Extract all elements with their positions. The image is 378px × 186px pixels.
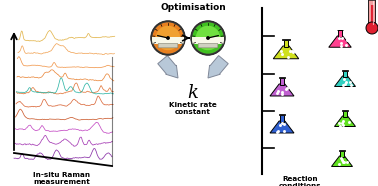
Bar [343, 71, 347, 77]
Bar [192, 37, 224, 44]
Bar [342, 70, 348, 71]
Bar [279, 114, 285, 115]
Polygon shape [273, 46, 299, 59]
Circle shape [207, 37, 209, 39]
Polygon shape [158, 56, 178, 78]
Bar [340, 151, 344, 157]
Text: Optimisation: Optimisation [160, 3, 226, 12]
Circle shape [366, 22, 378, 34]
FancyBboxPatch shape [369, 0, 375, 27]
Bar [152, 37, 184, 44]
Polygon shape [335, 116, 355, 126]
Bar [339, 150, 345, 151]
Text: k: k [187, 84, 198, 102]
Polygon shape [332, 156, 353, 166]
Polygon shape [329, 36, 351, 47]
Circle shape [196, 26, 220, 50]
Circle shape [192, 22, 224, 54]
Circle shape [156, 26, 180, 50]
Polygon shape [208, 56, 228, 78]
Bar [282, 39, 290, 40]
Polygon shape [270, 84, 294, 96]
Bar [343, 111, 347, 117]
Text: In-situ Raman
measurement: In-situ Raman measurement [33, 172, 91, 185]
FancyBboxPatch shape [198, 44, 218, 48]
Bar [338, 31, 342, 37]
FancyBboxPatch shape [158, 44, 178, 48]
Circle shape [151, 21, 185, 55]
Text: Reaction
conditions: Reaction conditions [279, 176, 321, 186]
Polygon shape [335, 76, 355, 86]
Bar [280, 78, 284, 85]
Circle shape [167, 37, 169, 39]
Bar [279, 77, 285, 78]
Bar [370, 5, 373, 25]
Polygon shape [270, 121, 294, 133]
Text: Kinetic rate
constant: Kinetic rate constant [169, 102, 217, 115]
Circle shape [152, 22, 184, 54]
Bar [280, 115, 284, 122]
Bar [337, 30, 343, 31]
Bar [284, 40, 288, 47]
Circle shape [191, 21, 225, 55]
Bar [342, 110, 348, 111]
